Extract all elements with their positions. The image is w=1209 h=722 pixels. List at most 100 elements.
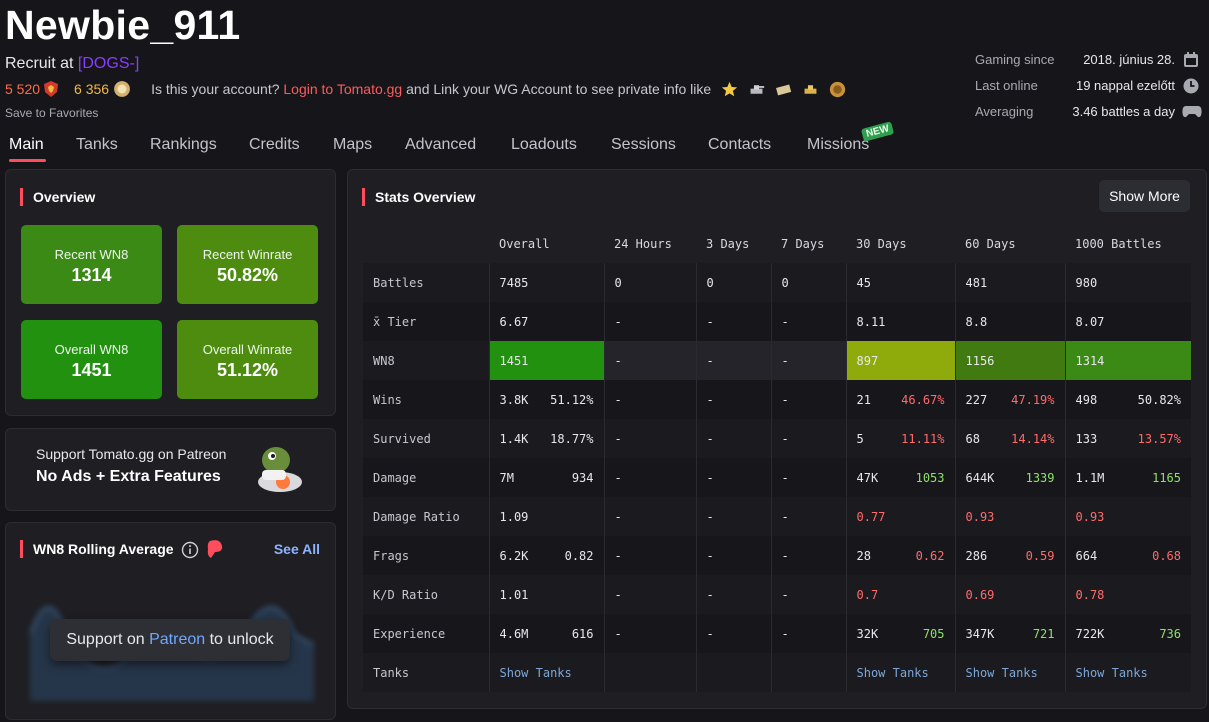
show-more-button[interactable]: Show More [1099, 180, 1190, 212]
table-row: Damage Ratio 1.09 - - - 0.77 0.93 0.93 [363, 497, 1191, 536]
tab-main[interactable]: Main [9, 136, 44, 153]
see-all-link[interactable]: See All [273, 541, 320, 557]
table-cell: - [603, 419, 696, 458]
stats-title: Stats Overview [362, 188, 475, 206]
cell-value: 6.67 [499, 314, 529, 329]
tab-tanks[interactable]: Tanks [76, 136, 118, 153]
clock-icon [1183, 78, 1199, 94]
table-cell: 32K 705 [845, 614, 955, 653]
table-cell: 897 [845, 341, 955, 380]
column-header: 60 Days [965, 237, 1016, 251]
column-header: 24 Hours [614, 237, 672, 251]
cell-secondary: 736 [1159, 626, 1181, 641]
table-cell: - [770, 302, 846, 341]
cell-value: 0 [614, 275, 622, 290]
info-icon[interactable] [181, 541, 199, 559]
tab-sessions[interactable]: Sessions [611, 136, 676, 153]
cell-value: - [706, 548, 714, 563]
table-cell: 8.07 [1064, 302, 1191, 341]
table-cell: 7M 934 [488, 458, 604, 497]
cell-primary: 68 [965, 431, 980, 446]
show-tanks-link[interactable]: Show Tanks [965, 665, 1038, 680]
stat-label: Overall WN8 [54, 342, 129, 357]
show-tanks-link[interactable]: Show Tanks [856, 665, 929, 680]
table-cell: - [603, 614, 696, 653]
table-cell: - [695, 458, 771, 497]
table-cell: 227 47.19% [954, 380, 1065, 419]
table-cell: - [603, 497, 696, 536]
login-link[interactable]: Login to Tomato.gg [283, 81, 403, 97]
tab-contacts[interactable]: Contacts [708, 136, 772, 153]
cell-value: 1451 [499, 353, 529, 368]
unlock-prefix: Support on [66, 631, 145, 648]
save-favorites-link[interactable]: Save to Favorites [5, 106, 99, 120]
cell-value: 897 [856, 353, 879, 368]
unlock-overlay[interactable]: Support on Patreon to unlock [50, 619, 290, 661]
table-cell: 0 [770, 263, 846, 302]
table-cell: 1314 [1064, 341, 1191, 380]
cell-value: - [781, 314, 789, 329]
table-cell: 0.69 [954, 575, 1065, 614]
star-icon [722, 81, 738, 96]
tab-advanced[interactable]: Advanced [405, 136, 477, 153]
table-cell: - [603, 341, 696, 380]
tab-missions[interactable]: Missions [807, 136, 870, 153]
rating-2: 6 356 [74, 81, 110, 97]
cell-value: - [614, 431, 622, 446]
table-row: Experience 4.6M 616 - - - 32K 705 347K 721 722K 736 [363, 614, 1191, 653]
cell-pair: 4.6M 616 [500, 627, 594, 641]
table-row: Survived 1.4K 18.77% - - -5 11.11% 68 14.14% 133 1… [363, 419, 1191, 458]
cell-secondary: 51.12% [550, 392, 594, 407]
clan-link[interactable]: [DOGS-] [77, 55, 140, 72]
cell-primary: 722K [1075, 626, 1105, 641]
tab-loadouts[interactable]: Loadouts [511, 136, 577, 153]
tab-maps[interactable]: Maps [333, 136, 373, 153]
stat-label: Recent Winrate [202, 247, 293, 262]
cell-value: - [706, 470, 714, 485]
claim-account-text: Is this your account? Login to Tomato.gg… [151, 81, 711, 97]
cell-secondary: 0.68 [1152, 548, 1181, 563]
tab-rankings[interactable]: Rankings [150, 136, 217, 153]
cell-value: - [781, 470, 789, 485]
cell-value: 481 [965, 275, 988, 290]
cell-value: 1.09 [499, 509, 529, 524]
table-cell[interactable]: Show Tanks [488, 653, 604, 692]
stat-label: Overall Winrate [202, 342, 293, 357]
cell-value: 8.07 [1075, 314, 1105, 329]
overall-winrate-box: Overall Winrate 51.12% [177, 320, 318, 399]
tab-credits[interactable]: Credits [249, 136, 300, 153]
table-cell[interactable]: Show Tanks [954, 653, 1065, 692]
cell-value: - [614, 314, 622, 329]
cell-secondary: 13.57% [1137, 431, 1181, 446]
table-cell[interactable]: Show Tanks [1064, 653, 1191, 692]
cell-value: - [614, 392, 622, 407]
table-cell[interactable]: Show Tanks [845, 653, 955, 692]
cell-pair: 7M 934 [500, 471, 594, 485]
cell-value: - [614, 353, 622, 368]
averaging-value: 3.46 battles a day [1072, 104, 1175, 119]
column-header [363, 225, 489, 263]
table-cell: 286 0.59 [954, 536, 1065, 575]
cell-primary: 5 [856, 431, 864, 446]
cell-value: 0.93 [965, 509, 995, 524]
gamepad-icon [1182, 106, 1202, 118]
cell-value: - [706, 626, 714, 641]
gold-tank-icon [804, 84, 817, 94]
cell-secondary: 46.67% [901, 392, 945, 407]
cell-primary: 32K [856, 626, 879, 641]
table-cell: 498 50.82% [1064, 380, 1191, 419]
cell-value: - [706, 431, 714, 446]
show-tanks-link[interactable]: Show Tanks [499, 665, 572, 680]
cell-value: - [781, 431, 789, 446]
table-cell: 6.2K 0.82 [488, 536, 604, 575]
cell-primary: 498 [1075, 392, 1098, 407]
table-row: K/D Ratio 1.01 - - - 0.7 0.69 0.78 [363, 575, 1191, 614]
cell-pair: 6.2K 0.82 [500, 549, 594, 563]
show-tanks-link[interactable]: Show Tanks [1075, 665, 1148, 680]
table-cell: - [603, 380, 696, 419]
table-cell [770, 653, 846, 692]
cell-primary: 3.8K [499, 392, 529, 407]
table-cell: 45 [845, 263, 955, 302]
row-label: Experience [363, 614, 489, 653]
patreon-link[interactable]: Patreon [149, 631, 206, 648]
